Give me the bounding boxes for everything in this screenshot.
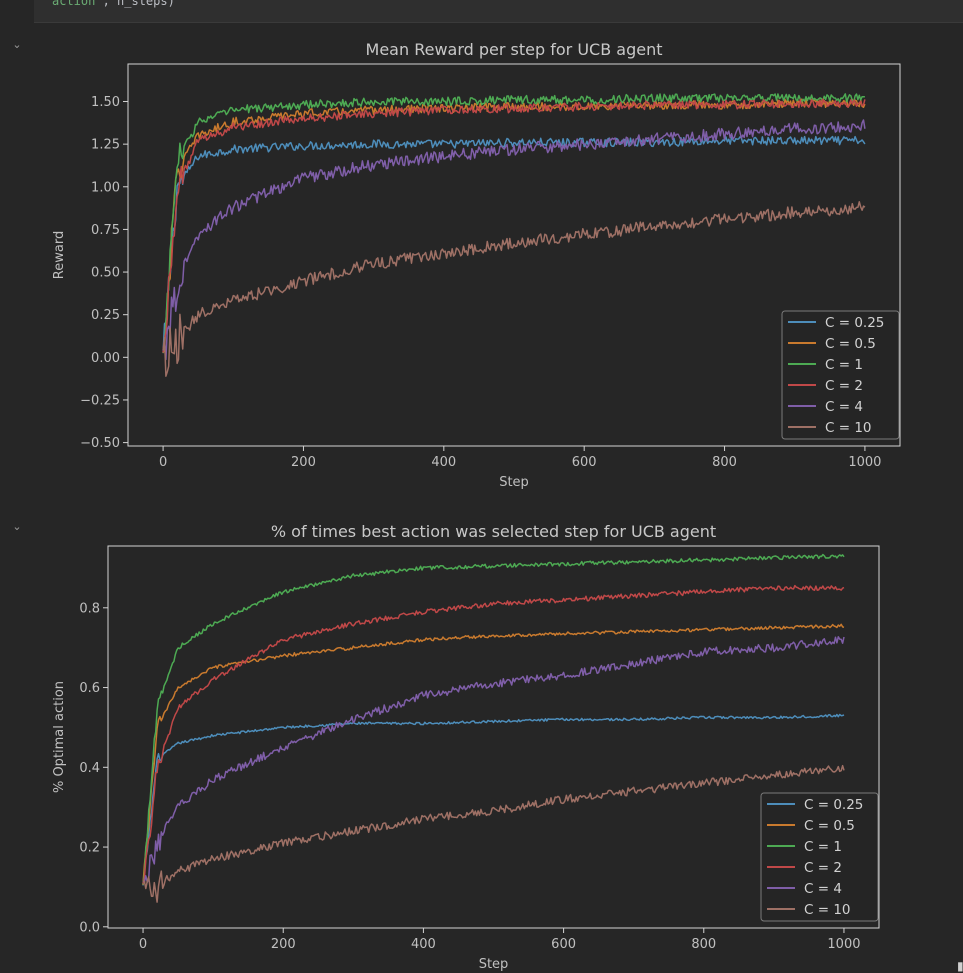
axes-frame <box>127 63 901 447</box>
x-tick-label: 0 <box>139 937 147 952</box>
series-line-5 <box>142 764 845 903</box>
y-axis-label: % Optimal action <box>52 681 67 793</box>
y-tick-label: 0.4 <box>79 761 100 776</box>
x-tick-label: 800 <box>691 937 716 952</box>
legend-label: C = 4 <box>825 399 863 415</box>
legend-label: C = 0.5 <box>825 336 876 352</box>
legend-label: C = 2 <box>825 378 863 394</box>
series-line-3 <box>142 584 845 884</box>
y-tick-label: 0.2 <box>79 841 100 856</box>
code-cell[interactable]: action", n_steps) <box>34 0 963 23</box>
chart-title: Mean Reward per step for UCB agent <box>366 40 663 59</box>
optimal-action-output: % of times best action was selected step… <box>34 510 963 972</box>
y-tick-label: −0.25 <box>80 393 120 408</box>
legend-label: C = 0.5 <box>804 818 855 834</box>
series-line-4 <box>142 636 845 883</box>
y-tick-label: 1.00 <box>91 180 120 195</box>
series-group <box>142 553 845 903</box>
optimal-action-chart: % of times best action was selected step… <box>52 522 880 972</box>
series-line-3 <box>162 98 866 353</box>
x-tick-label: 400 <box>411 937 436 952</box>
code-string: action" <box>52 0 103 8</box>
resize-handle[interactable]: ▮ <box>957 959 963 973</box>
series-line-1 <box>142 623 845 885</box>
y-tick-label: 0.0 <box>79 920 100 935</box>
series-line-2 <box>142 553 845 885</box>
y-tick-label: 0.00 <box>91 351 120 366</box>
y-axis-label: Reward <box>52 231 67 279</box>
legend-label: C = 10 <box>825 420 872 436</box>
y-tick-label: 0.8 <box>79 601 100 616</box>
series-line-4 <box>162 119 866 361</box>
chevron-down-icon[interactable]: ⌄ <box>12 38 22 51</box>
x-tick-label: 800 <box>712 455 737 470</box>
mean-reward-chart: Mean Reward per step for UCB agent Step Re… <box>52 40 901 490</box>
code-text: , n_steps) <box>102 0 175 8</box>
chevron-down-icon[interactable]: ⌄ <box>12 520 22 533</box>
code-line: action", n_steps) <box>52 0 175 7</box>
series-line-5 <box>162 201 866 377</box>
axes-frame <box>107 545 880 929</box>
legend-label: C = 1 <box>825 357 863 373</box>
y-tick-label: −0.50 <box>80 436 120 451</box>
legend-label: C = 1 <box>804 839 842 855</box>
x-tick-label: 200 <box>271 937 296 952</box>
x-axis-label: Step <box>479 957 509 972</box>
plot-area <box>108 546 879 928</box>
x-axis-label: Step <box>499 475 529 490</box>
chart-title: % of times best action was selected step… <box>271 522 716 541</box>
legend-label: C = 4 <box>804 881 842 897</box>
series-group <box>162 93 866 377</box>
x-tick-label: 1000 <box>848 455 881 470</box>
y-tick-label: 1.25 <box>91 138 120 153</box>
legend-label: C = 0.25 <box>825 315 884 331</box>
y-tick-label: 0.25 <box>91 308 120 323</box>
x-tick-label: 200 <box>291 455 316 470</box>
y-tick-label: 0.75 <box>91 223 120 238</box>
x-tick-label: 600 <box>551 937 576 952</box>
x-tick-label: 0 <box>159 455 167 470</box>
series-line-0 <box>162 135 866 354</box>
legend-label: C = 2 <box>804 860 842 876</box>
reward-output: Mean Reward per step for UCB agent Step Re… <box>34 28 963 498</box>
x-tick-label: 600 <box>572 455 597 470</box>
legend-label: C = 10 <box>804 902 851 918</box>
legend-label: C = 0.25 <box>804 797 863 813</box>
y-tick-label: 0.6 <box>79 681 100 696</box>
y-tick-label: 0.50 <box>91 266 120 281</box>
x-tick-label: 1000 <box>827 937 860 952</box>
series-line-0 <box>142 713 845 886</box>
y-tick-label: 1.50 <box>91 95 120 110</box>
x-tick-label: 400 <box>431 455 456 470</box>
series-line-2 <box>162 93 865 353</box>
